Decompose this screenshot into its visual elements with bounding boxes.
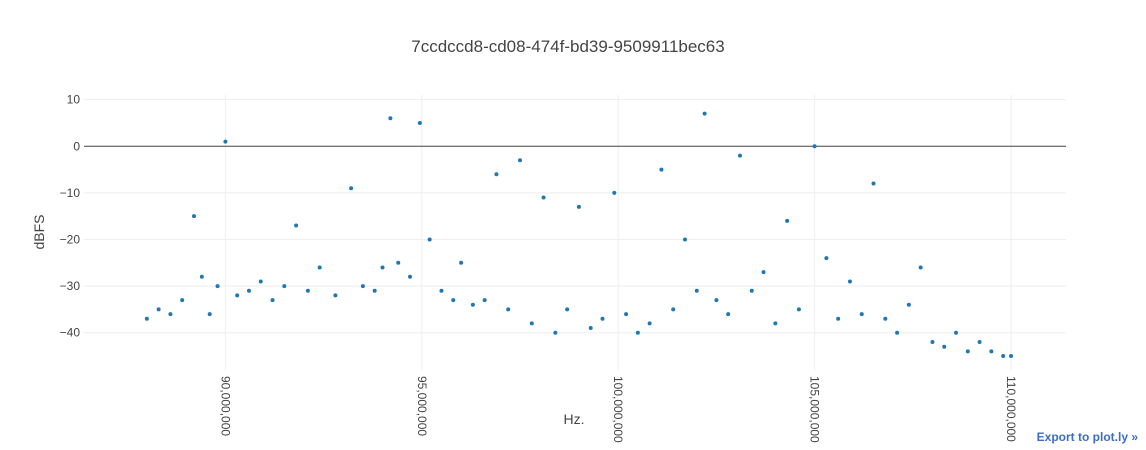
data-point [773, 321, 778, 326]
x-axis-ticks: 90,000,000 95,000,000 100,000,000 105,000,0… [218, 376, 1018, 443]
data-point [360, 284, 365, 289]
data-point [459, 260, 464, 265]
data-point [989, 349, 994, 354]
data-point [726, 312, 731, 317]
data-point [624, 312, 629, 317]
data-point [824, 256, 829, 261]
data-point [529, 321, 534, 326]
data-point [588, 326, 593, 331]
y-tick-label: −30 [60, 279, 81, 293]
data-point [168, 312, 173, 317]
grid-layer [84, 95, 1066, 370]
data-point [671, 307, 676, 312]
data-point [144, 316, 149, 321]
data-point [918, 265, 923, 270]
x-tick-label: 90,000,000 [218, 376, 232, 436]
data-point [714, 298, 719, 303]
data-point [694, 288, 699, 293]
y-tick-label: 10 [67, 93, 81, 107]
data-point [749, 288, 754, 293]
data-point [439, 288, 444, 293]
data-point [836, 316, 841, 321]
chart-title: 7ccdccd8-cd08-474f-bd39-9509911bec63 [411, 37, 724, 56]
data-point [659, 167, 664, 172]
data-point [372, 288, 377, 293]
data-point [647, 321, 652, 326]
data-point [954, 330, 959, 335]
y-tick-label: −20 [60, 232, 81, 246]
data-point [785, 218, 790, 223]
data-point [883, 316, 888, 321]
data-point [388, 116, 393, 121]
data-point [294, 223, 299, 228]
data-point [408, 274, 413, 279]
data-point [191, 214, 196, 219]
data-point [702, 111, 707, 116]
data-point [305, 288, 310, 293]
data-point [895, 330, 900, 335]
y-tick-label: −10 [60, 186, 81, 200]
data-point [180, 298, 185, 303]
data-point [506, 307, 511, 312]
data-point [317, 265, 322, 270]
x-tick-label: 100,000,000 [611, 376, 625, 443]
data-point [906, 302, 911, 307]
data-point [965, 349, 970, 354]
data-point [451, 298, 456, 303]
data-point [565, 307, 570, 312]
data-point [199, 274, 204, 279]
data-point [494, 172, 499, 177]
data-point [847, 279, 852, 284]
data-point [246, 288, 251, 293]
data-point [396, 260, 401, 265]
data-point [258, 279, 263, 284]
y-tick-label: 0 [73, 139, 80, 153]
x-axis-title: Hz. [564, 411, 585, 427]
data-point [427, 237, 432, 242]
y-tick-label: −40 [60, 326, 81, 340]
data-point [1001, 354, 1006, 359]
x-tick-label: 95,000,000 [415, 376, 429, 436]
data-point [859, 312, 864, 317]
data-point [380, 265, 385, 270]
data-points [144, 111, 1014, 359]
data-point [349, 186, 354, 191]
data-point [223, 139, 228, 144]
data-point [612, 190, 617, 195]
data-point [207, 312, 212, 317]
x-tick-label: 105,000,000 [808, 376, 822, 443]
data-point [235, 293, 240, 298]
data-point [215, 284, 220, 289]
data-point [737, 153, 742, 158]
data-point [930, 340, 935, 345]
data-point [518, 158, 523, 163]
data-point [541, 195, 546, 200]
data-point [796, 307, 801, 312]
data-point [270, 298, 275, 303]
data-point [635, 330, 640, 335]
x-tick-label: 110,000,000 [1004, 376, 1018, 442]
data-point [1009, 354, 1014, 359]
export-to-plotly-link[interactable]: Export to plot.ly » [1036, 430, 1138, 444]
data-point [156, 307, 161, 312]
data-point [482, 298, 487, 303]
data-point [761, 270, 766, 275]
data-point [333, 293, 338, 298]
data-point [812, 144, 817, 149]
data-point [977, 340, 982, 345]
y-axis-ticks: 10 0 −10 −20 −30 −40 [60, 93, 81, 340]
data-point [553, 330, 558, 335]
data-point [942, 344, 947, 349]
data-point [470, 302, 475, 307]
data-point [576, 204, 581, 209]
data-point [871, 181, 876, 186]
data-point [417, 120, 422, 125]
y-axis-title: dBFS [31, 214, 47, 249]
data-point [282, 284, 287, 289]
data-point [600, 316, 605, 321]
data-point [682, 237, 687, 242]
